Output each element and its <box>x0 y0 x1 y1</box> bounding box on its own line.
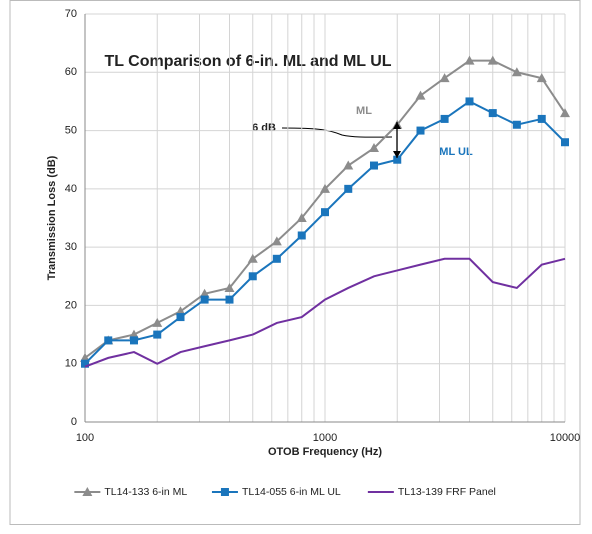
square-marker <box>440 114 449 123</box>
square-marker <box>200 295 209 304</box>
square-marker <box>176 313 185 322</box>
legend-label: TL14-055 6-in ML UL <box>242 486 341 498</box>
y-axis-label: Transmission Loss (dB) <box>46 155 58 280</box>
square-marker <box>488 109 497 118</box>
triangle-marker <box>560 108 570 118</box>
annotation: ML UL <box>439 146 473 158</box>
square-marker <box>321 208 329 217</box>
triangle-marker <box>128 329 139 339</box>
triangle-marker <box>487 55 498 65</box>
square-marker <box>104 336 113 345</box>
y-tick-label: 20 <box>65 299 77 311</box>
square-marker <box>272 254 281 263</box>
x-tick-label: 10000 <box>550 432 581 444</box>
square-marker <box>512 120 521 129</box>
x-tick-label: 100 <box>76 432 94 444</box>
series-line <box>84 257 566 368</box>
square-marker <box>344 184 353 193</box>
square-marker <box>465 97 474 106</box>
square-marker <box>537 114 546 123</box>
square-marker <box>393 155 402 164</box>
square-marker <box>81 359 89 368</box>
annotation: 6 dB <box>252 122 276 134</box>
triangle-marker <box>415 90 426 100</box>
square-marker <box>153 330 162 339</box>
frame <box>9 0 581 525</box>
triangle-marker <box>271 236 282 246</box>
triangle-marker <box>296 213 307 222</box>
triangle-marker <box>199 288 210 298</box>
legend-label: TL14-133 6-in ML <box>104 486 187 498</box>
y-tick-label: 10 <box>65 358 77 370</box>
triangle-marker <box>536 73 547 83</box>
triangle-marker <box>152 317 163 327</box>
arrow-head <box>393 122 401 129</box>
square-marker <box>561 138 569 147</box>
square-marker <box>129 336 138 345</box>
square-marker <box>297 231 306 240</box>
triangle-marker <box>82 487 93 496</box>
x-tick-label: 1000 <box>313 432 337 444</box>
y-tick-label: 70 <box>65 8 77 20</box>
square-marker <box>220 488 229 496</box>
triangle-marker <box>175 306 186 316</box>
x-axis-label: OTOB Frequency (Hz) <box>268 446 382 458</box>
chart-title: TL Comparison of 6-in. ML and ML UL <box>104 53 391 70</box>
triangle-marker <box>224 282 235 292</box>
triangle-marker <box>511 67 522 77</box>
triangle-marker <box>247 253 258 263</box>
triangle-marker <box>343 160 354 170</box>
triangle-marker <box>439 73 450 83</box>
square-marker <box>369 161 378 170</box>
square-marker <box>225 295 234 304</box>
y-tick-label: 50 <box>65 124 77 136</box>
y-tick-label: 40 <box>65 183 77 195</box>
y-tick-label: 60 <box>65 66 77 78</box>
annotation-leader <box>281 127 393 138</box>
triangle-marker <box>80 352 90 362</box>
y-tick-label: 0 <box>71 416 77 428</box>
annotation: ML <box>356 105 372 117</box>
square-marker <box>416 126 425 135</box>
triangle-marker <box>320 183 330 193</box>
y-tick-label: 30 <box>65 241 77 253</box>
square-marker <box>248 272 257 281</box>
arrow-head <box>393 151 401 158</box>
legend-label: TL13-139 FRF Panel <box>398 486 496 498</box>
triangle-marker <box>368 143 379 153</box>
triangle-marker <box>464 55 475 65</box>
